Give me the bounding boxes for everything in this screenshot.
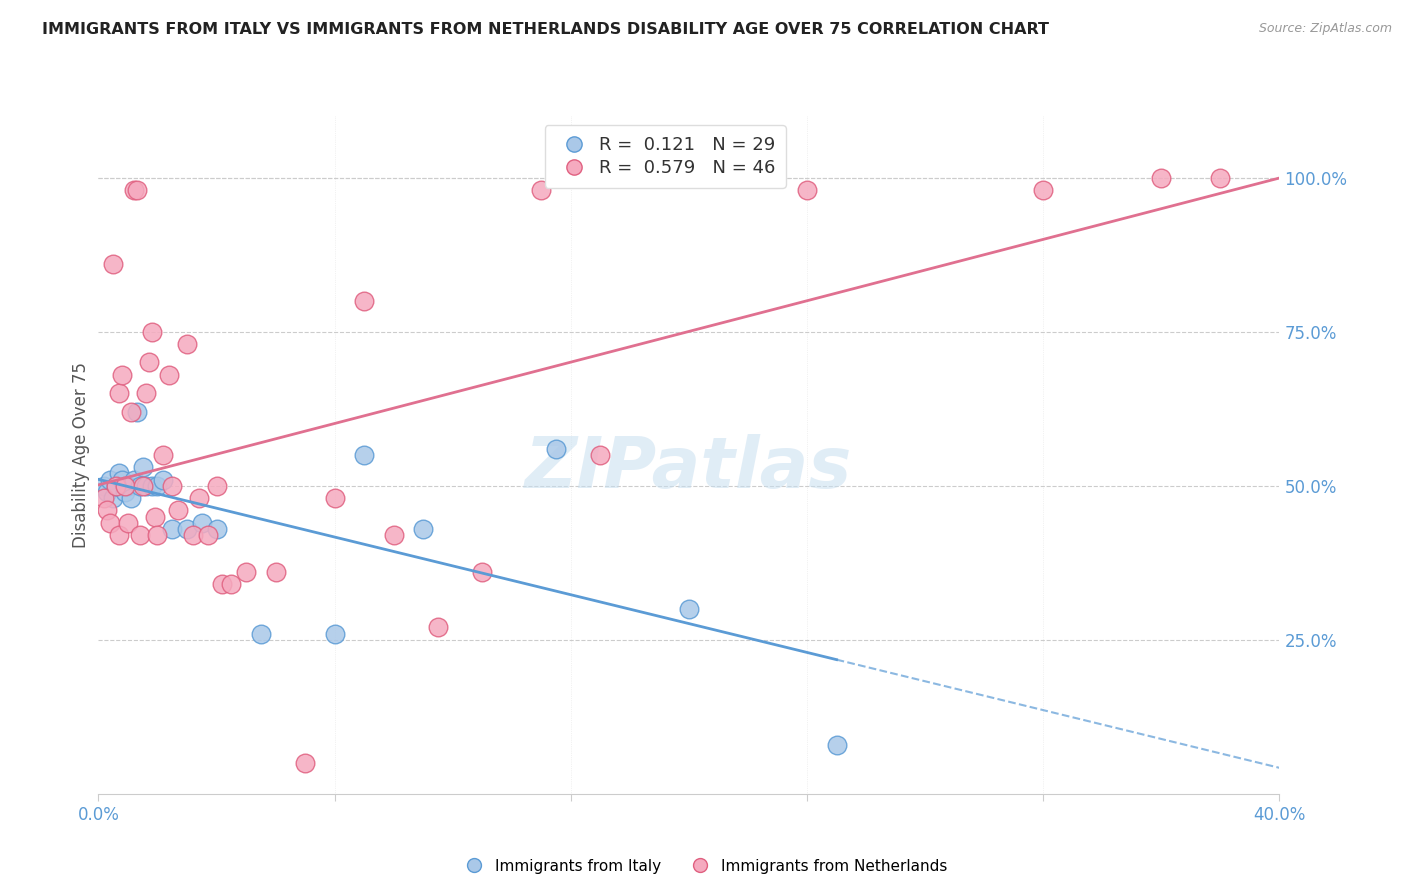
Point bbox=[103, 257, 125, 271]
Point bbox=[205, 479, 228, 493]
Point bbox=[128, 528, 150, 542]
Point bbox=[103, 491, 125, 505]
Point bbox=[162, 522, 183, 536]
Point bbox=[176, 522, 198, 536]
Point bbox=[211, 577, 233, 591]
Text: Source: ZipAtlas.com: Source: ZipAtlas.com bbox=[1258, 22, 1392, 36]
Point bbox=[1032, 183, 1054, 197]
Point bbox=[235, 565, 257, 579]
Point bbox=[125, 183, 148, 197]
Point bbox=[105, 479, 128, 493]
Point bbox=[105, 479, 128, 493]
Point bbox=[678, 170, 700, 185]
Point bbox=[93, 479, 115, 493]
Point bbox=[152, 473, 174, 487]
Point bbox=[1150, 170, 1173, 185]
Point bbox=[323, 491, 346, 505]
Point bbox=[96, 503, 118, 517]
Point bbox=[117, 516, 139, 530]
Point bbox=[530, 183, 553, 197]
Y-axis label: Disability Age Over 75: Disability Age Over 75 bbox=[72, 362, 90, 548]
Point bbox=[353, 448, 375, 462]
Point bbox=[96, 484, 118, 499]
Point bbox=[471, 565, 494, 579]
Point bbox=[323, 626, 346, 640]
Point bbox=[141, 325, 163, 339]
Point bbox=[353, 293, 375, 308]
Point bbox=[1209, 170, 1232, 185]
Point bbox=[141, 479, 163, 493]
Point bbox=[122, 473, 145, 487]
Point bbox=[146, 479, 169, 493]
Point bbox=[176, 337, 198, 351]
Point bbox=[181, 528, 204, 542]
Point bbox=[111, 473, 134, 487]
Point bbox=[294, 756, 316, 770]
Point bbox=[98, 473, 121, 487]
Point bbox=[152, 448, 174, 462]
Point bbox=[108, 528, 131, 542]
Point bbox=[143, 509, 166, 524]
Point bbox=[167, 503, 190, 517]
Point bbox=[825, 738, 848, 752]
Point bbox=[382, 528, 405, 542]
Point bbox=[125, 405, 148, 419]
Point bbox=[132, 460, 155, 475]
Point bbox=[138, 355, 160, 369]
Point bbox=[114, 479, 136, 493]
Point bbox=[132, 479, 155, 493]
Point bbox=[412, 522, 434, 536]
Point bbox=[197, 528, 219, 542]
Point bbox=[135, 479, 157, 493]
Point bbox=[546, 442, 568, 456]
Point bbox=[678, 602, 700, 616]
Point bbox=[187, 491, 209, 505]
Point bbox=[122, 183, 145, 197]
Point bbox=[98, 516, 121, 530]
Point bbox=[111, 368, 134, 382]
Point bbox=[162, 479, 183, 493]
Point bbox=[250, 626, 273, 640]
Point bbox=[120, 405, 142, 419]
Point bbox=[135, 386, 157, 401]
Point bbox=[589, 448, 612, 462]
Legend: R =  0.121   N = 29, R =  0.579   N = 46: R = 0.121 N = 29, R = 0.579 N = 46 bbox=[544, 125, 786, 188]
Text: IMMIGRANTS FROM ITALY VS IMMIGRANTS FROM NETHERLANDS DISABILITY AGE OVER 75 CORR: IMMIGRANTS FROM ITALY VS IMMIGRANTS FROM… bbox=[42, 22, 1049, 37]
Point bbox=[117, 479, 139, 493]
Point bbox=[108, 467, 131, 481]
Point bbox=[120, 491, 142, 505]
Point bbox=[128, 479, 150, 493]
Point bbox=[205, 522, 228, 536]
Point bbox=[427, 620, 450, 634]
Legend: Immigrants from Italy, Immigrants from Netherlands: Immigrants from Italy, Immigrants from N… bbox=[453, 853, 953, 880]
Point bbox=[796, 183, 818, 197]
Point bbox=[108, 386, 131, 401]
Point bbox=[114, 484, 136, 499]
Point bbox=[191, 516, 214, 530]
Point bbox=[264, 565, 287, 579]
Point bbox=[157, 368, 180, 382]
Text: ZIPatlas: ZIPatlas bbox=[526, 434, 852, 503]
Point bbox=[219, 577, 242, 591]
Point bbox=[93, 491, 115, 505]
Point bbox=[146, 528, 169, 542]
